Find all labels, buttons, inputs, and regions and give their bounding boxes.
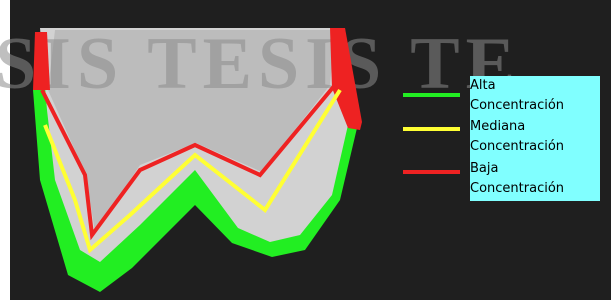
- page: SIS TESIS TE Alta ConcentraciónMediana C…: [0, 0, 611, 304]
- legend-label: Baja Concentración: [470, 159, 570, 199]
- legend-label: Mediana Concentración: [470, 117, 570, 157]
- legend-label: Alta Concentración: [470, 76, 570, 116]
- legend-swatch: [403, 127, 460, 131]
- legend-swatch: [403, 170, 460, 174]
- legend-swatch: [403, 93, 460, 97]
